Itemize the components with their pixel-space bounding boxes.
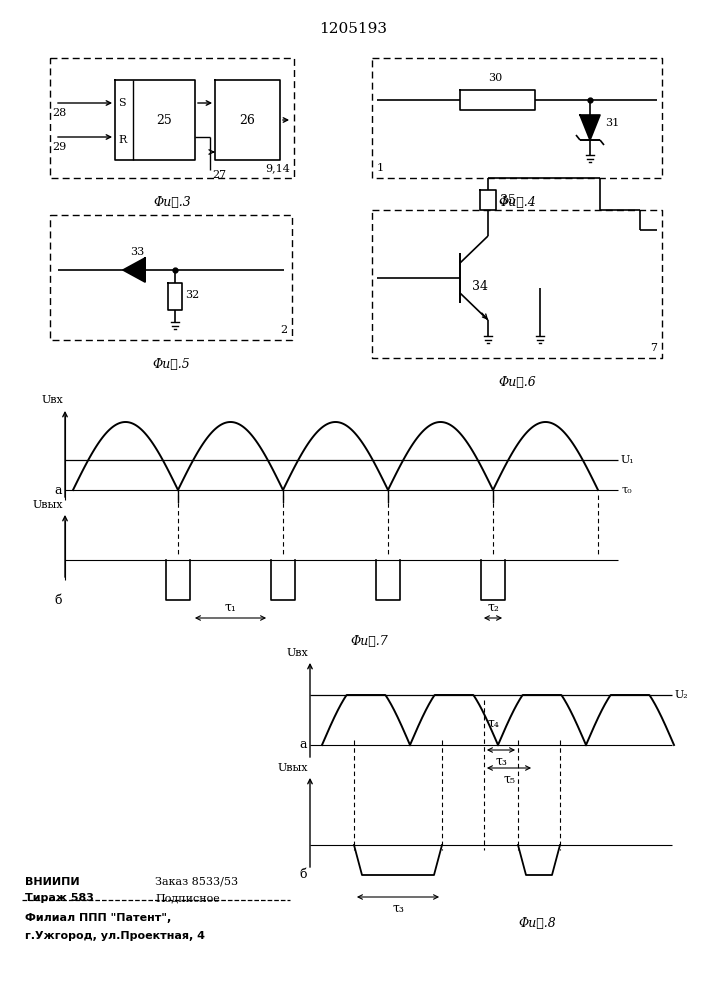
Text: 2: 2 [280, 325, 287, 335]
Text: 28: 28 [52, 108, 66, 118]
Text: τ₀: τ₀ [621, 485, 631, 495]
Text: U₁: U₁ [621, 455, 635, 465]
Text: Φи℩.3: Φи℩.3 [153, 196, 191, 209]
Text: 1: 1 [377, 163, 384, 173]
Text: 31: 31 [605, 118, 619, 128]
Text: Uвх: Uвх [286, 648, 308, 658]
Text: S: S [118, 98, 126, 108]
Text: Филиал ППП "Патент",: Филиал ППП "Патент", [25, 913, 171, 923]
Text: Подписное: Подписное [155, 893, 220, 903]
Text: Φи℩.7: Φи℩.7 [350, 635, 388, 648]
Text: а: а [54, 484, 62, 496]
Text: τ₂: τ₂ [487, 601, 499, 614]
Text: Φи℩.6: Φи℩.6 [498, 376, 536, 389]
Text: 9,14: 9,14 [265, 163, 290, 173]
Polygon shape [580, 115, 600, 140]
Text: τ₃: τ₃ [392, 902, 404, 915]
Text: τ₃: τ₃ [495, 755, 507, 768]
Text: 26: 26 [239, 113, 255, 126]
Text: 33: 33 [130, 247, 144, 257]
Text: б: б [54, 593, 62, 606]
Text: 25: 25 [156, 113, 172, 126]
Text: Φи℩.8: Φи℩.8 [518, 917, 556, 930]
Text: 29: 29 [52, 142, 66, 152]
Text: г.Ужгород, ул.Проектная, 4: г.Ужгород, ул.Проектная, 4 [25, 931, 205, 941]
Text: Φи℩.5: Φи℩.5 [152, 358, 190, 371]
Text: Uвых: Uвых [33, 500, 63, 510]
Text: 7: 7 [650, 343, 657, 353]
Text: τ₅: τ₅ [503, 773, 515, 786]
Text: Uвых: Uвых [278, 763, 308, 773]
Text: б: б [300, 868, 307, 882]
Text: Заказ 8533/53: Заказ 8533/53 [155, 877, 238, 887]
Text: 32: 32 [185, 290, 199, 300]
Text: а: а [300, 738, 307, 752]
Text: τ₁: τ₁ [224, 601, 236, 614]
Text: 30: 30 [488, 73, 502, 83]
Text: τ₄: τ₄ [487, 716, 499, 730]
Text: 35: 35 [500, 194, 516, 207]
Text: Φи℩.4: Φи℩.4 [498, 196, 536, 209]
Text: 34: 34 [472, 279, 488, 292]
Text: 1205193: 1205193 [319, 22, 387, 36]
Text: ВНИИПИ: ВНИИПИ [25, 877, 80, 887]
Text: Тираж 583: Тираж 583 [25, 893, 94, 903]
Text: 27: 27 [212, 170, 226, 180]
Polygon shape [123, 258, 145, 282]
Text: Uвх: Uвх [41, 395, 63, 405]
Text: R: R [118, 135, 127, 145]
Text: U₂: U₂ [675, 690, 689, 700]
